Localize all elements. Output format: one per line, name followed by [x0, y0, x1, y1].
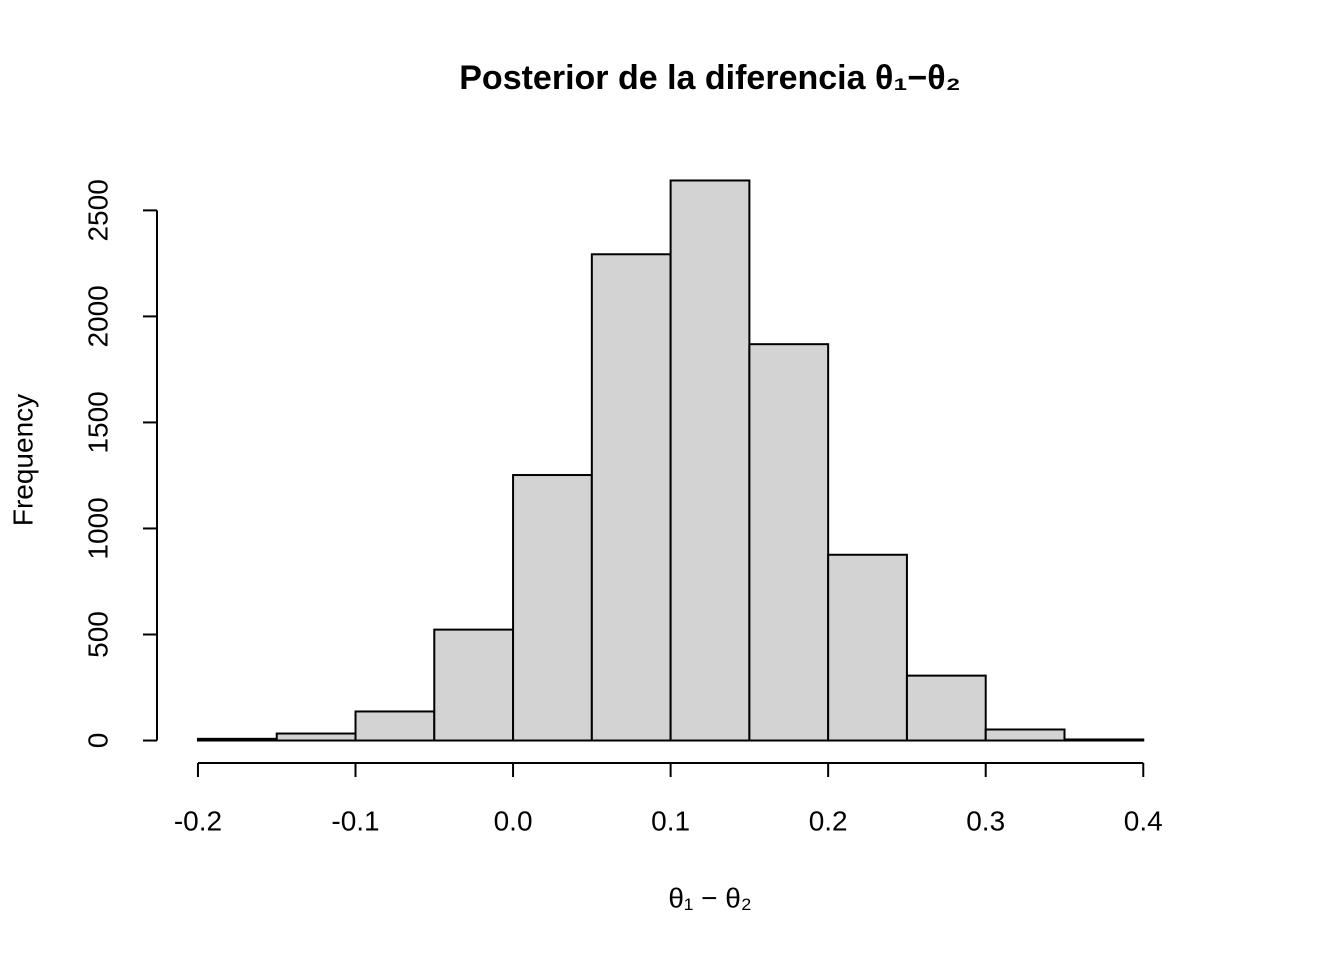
x-axis-label: θ₁ − θ₂ — [668, 882, 751, 913]
chart-title: Posterior de la diferencia θ₁−θ₂ — [459, 59, 960, 97]
y-tick-label: 1000 — [82, 497, 113, 559]
bar — [827, 553, 908, 742]
x-tick-label: -0.1 — [331, 805, 379, 836]
y-tick-label: 500 — [82, 611, 113, 658]
x-tick-label: -0.2 — [174, 805, 222, 836]
x-tick-label: 0.0 — [494, 805, 533, 836]
bar — [669, 179, 751, 742]
y-tick-label: 0 — [82, 733, 113, 749]
bar — [354, 710, 436, 742]
bar — [590, 253, 672, 742]
bar — [905, 674, 987, 742]
y-tick-label: 1500 — [82, 391, 113, 453]
bar — [748, 343, 830, 742]
x-tick-label: 0.2 — [809, 805, 848, 836]
bar — [196, 737, 278, 742]
bar — [1063, 738, 1145, 742]
bar — [275, 732, 357, 742]
y-tick-label: 2500 — [82, 179, 113, 241]
bar — [433, 628, 515, 742]
y-axis-label: Frequency — [7, 394, 38, 526]
x-tick-label: 0.3 — [966, 805, 1005, 836]
y-tick-label: 2000 — [82, 285, 113, 347]
bar — [984, 728, 1066, 742]
x-tick-label: 0.1 — [651, 805, 690, 836]
bar — [512, 474, 593, 742]
x-tick-label: 0.4 — [1124, 805, 1163, 836]
